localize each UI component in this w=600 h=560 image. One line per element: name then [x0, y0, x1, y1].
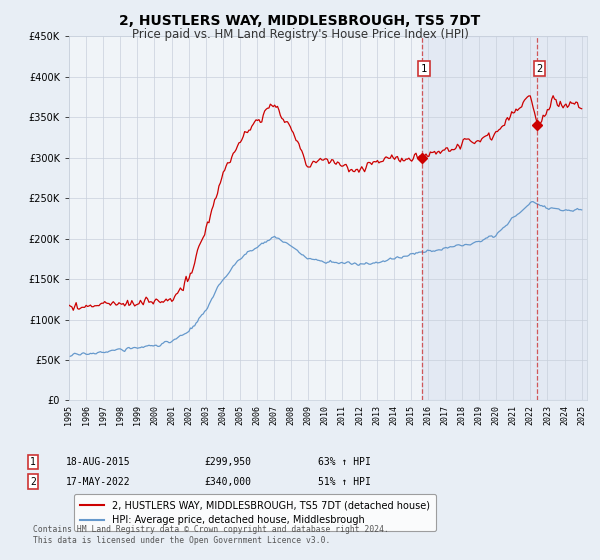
Text: Contains HM Land Registry data © Crown copyright and database right 2024.
This d: Contains HM Land Registry data © Crown c… — [33, 525, 389, 545]
Text: 63% ↑ HPI: 63% ↑ HPI — [318, 457, 371, 467]
Text: Price paid vs. HM Land Registry's House Price Index (HPI): Price paid vs. HM Land Registry's House … — [131, 28, 469, 41]
Text: 2: 2 — [536, 64, 542, 74]
Text: 1: 1 — [30, 457, 36, 467]
Text: 51% ↑ HPI: 51% ↑ HPI — [318, 477, 371, 487]
Bar — [422, 36, 590, 400]
Text: 18-AUG-2015: 18-AUG-2015 — [66, 457, 131, 467]
Text: 1: 1 — [421, 64, 427, 74]
Text: £299,950: £299,950 — [204, 457, 251, 467]
Text: 2, HUSTLERS WAY, MIDDLESBROUGH, TS5 7DT: 2, HUSTLERS WAY, MIDDLESBROUGH, TS5 7DT — [119, 14, 481, 28]
Text: 17-MAY-2022: 17-MAY-2022 — [66, 477, 131, 487]
Text: £340,000: £340,000 — [204, 477, 251, 487]
Legend: 2, HUSTLERS WAY, MIDDLESBROUGH, TS5 7DT (detached house), HPI: Average price, de: 2, HUSTLERS WAY, MIDDLESBROUGH, TS5 7DT … — [74, 494, 436, 531]
Text: 2: 2 — [30, 477, 36, 487]
